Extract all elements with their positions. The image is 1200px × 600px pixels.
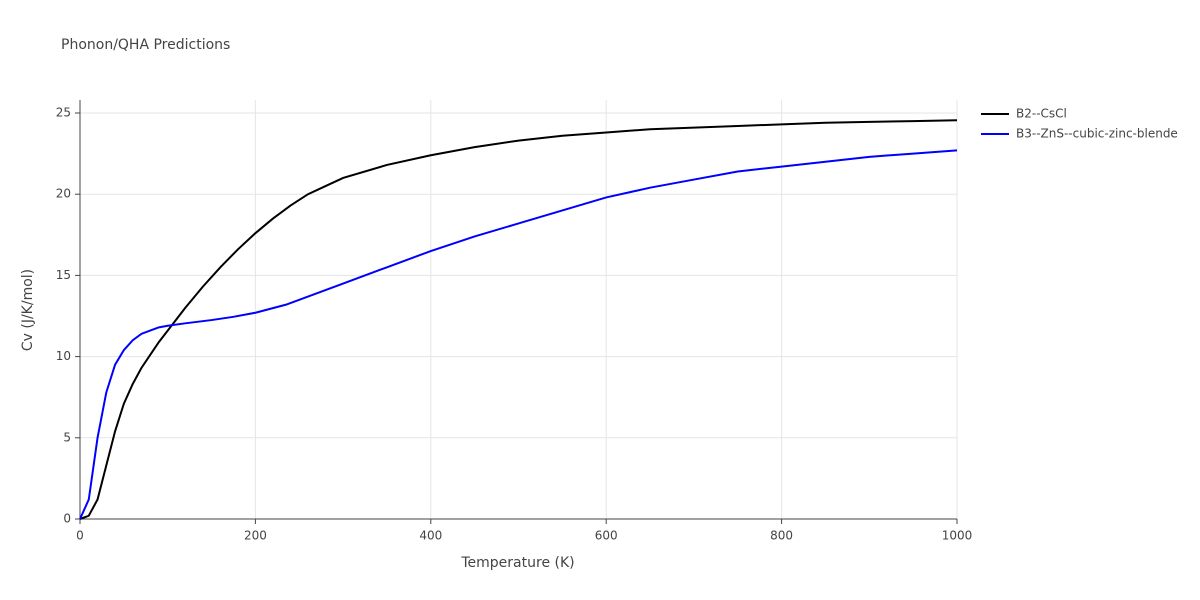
series-line	[79, 149, 958, 520]
x-tick-label: 1000	[942, 529, 973, 543]
y-tick-label: 0	[63, 512, 71, 526]
legend-label: B2--CsCl	[1016, 107, 1067, 121]
y-axis-label: Cv (J/K/mol)	[20, 269, 36, 351]
y-tick-label: 15	[56, 268, 71, 282]
y-tick-label: 5	[63, 430, 71, 444]
legend-label: B3--ZnS--cubic-zinc-blende	[1016, 127, 1178, 141]
x-tick-label: 200	[244, 529, 267, 543]
x-axis-label: Temperature (K)	[460, 555, 574, 571]
y-tick-label: 10	[56, 349, 71, 363]
chart-title: Phonon/QHA Predictions	[61, 37, 230, 53]
y-tick-label: 25	[56, 105, 71, 119]
series-line	[79, 119, 958, 520]
x-tick-label: 800	[770, 529, 793, 543]
x-tick-label: 600	[595, 529, 618, 543]
y-tick-label: 20	[56, 187, 71, 201]
x-tick-label: 400	[419, 529, 442, 543]
x-tick-label: 0	[76, 529, 84, 543]
